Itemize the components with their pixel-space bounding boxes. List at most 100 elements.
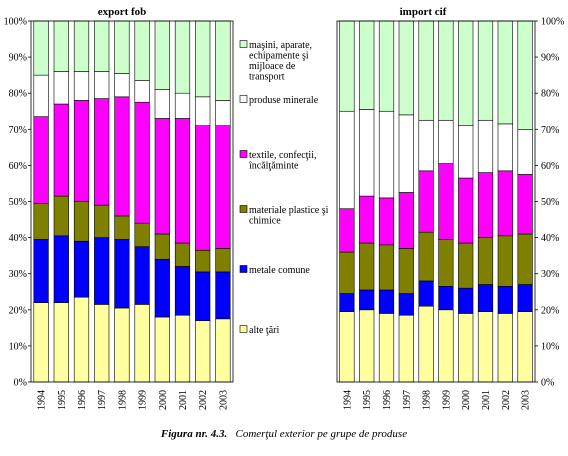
bar-segment-1-7-3 xyxy=(477,172,494,238)
bar-segment-1-5-2 xyxy=(438,239,454,287)
bar-segment-1-2-1 xyxy=(378,289,395,314)
y-tick-label-0-9: 90% xyxy=(9,53,27,64)
x-tick-label-1-1: 1995 xyxy=(362,390,373,410)
legend-label-line-4-0: metale comune xyxy=(249,265,310,276)
y-tick-label-1-6: 60% xyxy=(541,161,559,172)
bar-segment-0-4-4 xyxy=(114,73,130,98)
bar-segment-1-0-4 xyxy=(339,110,355,210)
bar-segment-1-8-3 xyxy=(497,170,513,237)
bar-segment-0-7-4 xyxy=(174,92,191,119)
bar-segment-1-7-0 xyxy=(477,311,494,383)
bar-segment-0-3-5 xyxy=(94,20,110,72)
y-tick-label-0-5: 50% xyxy=(9,197,27,208)
bar-segment-0-9-2 xyxy=(215,248,231,273)
bar-segment-0-3-0 xyxy=(94,304,110,383)
y-tick-label-1-10: 100% xyxy=(541,17,564,28)
bar-segment-1-3-2 xyxy=(398,248,414,294)
bar-segment-0-1-4 xyxy=(53,71,69,105)
x-tick-label-0-9: 2003 xyxy=(218,390,229,410)
bar-segment-0-9-0 xyxy=(215,318,231,383)
bar-segment-1-7-1 xyxy=(477,284,494,312)
bar-segment-0-6-4 xyxy=(154,89,170,119)
legend-label-line-3-1: chimice xyxy=(249,216,281,227)
x-tick-label-1-7: 2001 xyxy=(481,390,492,410)
x-tick-label-1-0: 1994 xyxy=(342,390,353,410)
bar-segment-1-9-0 xyxy=(517,311,533,383)
bar-segment-0-0-5 xyxy=(33,20,49,76)
legend-label-4: metale comune xyxy=(249,265,310,276)
x-tick-label-0-5: 1999 xyxy=(138,390,149,410)
x-tick-label-0-4: 1998 xyxy=(117,390,128,410)
bar-segment-1-2-2 xyxy=(378,244,395,291)
x-tick-label-0-3: 1997 xyxy=(97,390,108,410)
bar-segment-1-8-1 xyxy=(497,286,513,314)
bar-segment-0-1-3 xyxy=(53,103,69,197)
bar-segment-0-6-3 xyxy=(154,118,170,235)
bar-segment-1-9-2 xyxy=(517,233,533,285)
bar-segment-1-7-2 xyxy=(477,237,494,285)
x-tick-label-0-7: 2001 xyxy=(178,390,189,410)
y-tick-label-0-4: 40% xyxy=(9,233,27,244)
panel-1-title: import cif xyxy=(400,6,447,18)
caption-label: Figura nr. 4.3. xyxy=(160,428,228,440)
legend-label-0: maşini, aparate, echipamente şi mijloace d… xyxy=(249,40,312,83)
bar-segment-1-3-1 xyxy=(398,293,414,316)
bar-segment-1-0-1 xyxy=(339,293,355,312)
y-tick-label-0-0: 0% xyxy=(14,378,27,389)
y-tick-label-0-7: 70% xyxy=(9,125,27,136)
bar-segment-1-6-4 xyxy=(458,125,474,179)
bar-segment-0-0-4 xyxy=(33,74,49,117)
bar-segment-1-4-1 xyxy=(418,280,434,307)
legend-label-5: alte ţări xyxy=(249,325,279,336)
bar-segment-1-3-0 xyxy=(398,314,414,383)
legend-label-3: materiale plastice şi chimice xyxy=(249,205,329,227)
bar-segment-0-4-3 xyxy=(114,96,130,217)
legend-swatch-3 xyxy=(239,205,248,213)
bar-segment-0-5-0 xyxy=(134,304,150,383)
bar-segment-1-3-5 xyxy=(398,20,414,116)
bar-segment-1-6-3 xyxy=(458,177,474,244)
legend-swatch-0 xyxy=(239,40,248,48)
x-tick-label-1-2: 1996 xyxy=(382,390,393,410)
legend-label-line-0-1: echipamente şi xyxy=(249,51,309,62)
bar-segment-0-1-0 xyxy=(53,302,69,383)
y-tick-label-0-10: 100% xyxy=(4,17,27,28)
bar-segment-1-2-0 xyxy=(378,313,395,383)
bar-segment-1-5-3 xyxy=(438,163,454,240)
bar-segment-1-1-1 xyxy=(359,289,375,311)
x-tick-label-0-8: 2002 xyxy=(198,390,209,410)
bar-segment-0-9-4 xyxy=(215,100,231,126)
x-tick-label-1-8: 2002 xyxy=(501,390,512,410)
y-tick-label-1-1: 10% xyxy=(541,341,559,352)
bar-segment-0-5-4 xyxy=(134,80,150,103)
y-tick-label-0-2: 20% xyxy=(9,305,27,316)
bar-segment-0-8-4 xyxy=(195,96,211,126)
bar-segment-1-9-1 xyxy=(517,284,533,312)
bar-segment-1-0-5 xyxy=(339,20,355,112)
y-tick-label-1-5: 50% xyxy=(541,197,559,208)
bar-segment-1-7-5 xyxy=(477,20,494,121)
bar-segment-1-1-0 xyxy=(359,309,375,383)
x-tick-label-0-6: 2000 xyxy=(158,390,169,410)
bar-segment-0-9-1 xyxy=(215,271,231,320)
figure-caption: Figura nr. 4.3. Comerţul exterior pe gru… xyxy=(0,428,568,440)
bar-segment-1-1-2 xyxy=(359,242,375,291)
bar-segment-1-6-1 xyxy=(458,287,474,314)
x-tick-label-1-9: 2003 xyxy=(521,390,532,410)
bar-segment-0-3-1 xyxy=(94,237,110,305)
bar-segment-0-9-5 xyxy=(215,20,231,101)
bar-segment-0-2-5 xyxy=(73,20,90,72)
bar-segment-0-2-3 xyxy=(73,100,90,202)
bar-segment-0-5-2 xyxy=(134,222,150,247)
bar-segment-0-7-1 xyxy=(174,266,191,316)
bar-segment-1-8-2 xyxy=(497,235,513,287)
bar-segment-0-3-2 xyxy=(94,204,110,238)
bar-segment-0-8-5 xyxy=(195,20,211,98)
x-tick-label-1-3: 1997 xyxy=(402,390,413,410)
bar-segment-0-5-5 xyxy=(134,20,150,81)
bar-segment-1-1-3 xyxy=(359,195,375,244)
bar-segment-1-4-3 xyxy=(418,170,434,233)
x-tick-label-1-4: 1998 xyxy=(422,390,433,410)
bar-segment-1-0-3 xyxy=(339,208,355,253)
